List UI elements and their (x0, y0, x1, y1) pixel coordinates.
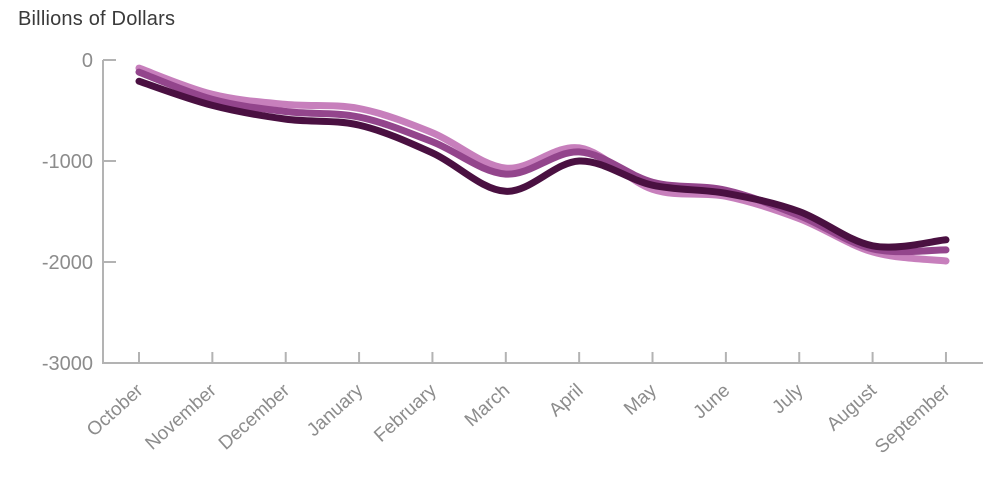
x-tick-label: November (142, 380, 222, 455)
x-tick-label: May (620, 380, 661, 420)
y-tick-label: -2000 (42, 252, 93, 274)
series-dark-purple-line (135, 77, 950, 251)
x-tick-label: October (83, 380, 148, 441)
x-tick-label: April (545, 380, 587, 421)
chart-title: Billions of Dollars (18, 8, 176, 30)
x-tick-label: July (768, 380, 808, 419)
x-tick-label: March (461, 380, 514, 431)
y-tick-label: 0 (82, 50, 93, 72)
x-tick-label: August (823, 380, 882, 436)
x-tick-label: September (871, 380, 955, 458)
x-tick-label: February (370, 380, 441, 447)
y-tick-label: -3000 (42, 353, 93, 375)
series-medium-magenta-line (135, 68, 950, 256)
x-tick-label: June (690, 380, 735, 423)
x-tick-label: January (303, 380, 368, 441)
y-tick-label: -1000 (42, 151, 93, 173)
x-tick-label: December (215, 380, 295, 455)
